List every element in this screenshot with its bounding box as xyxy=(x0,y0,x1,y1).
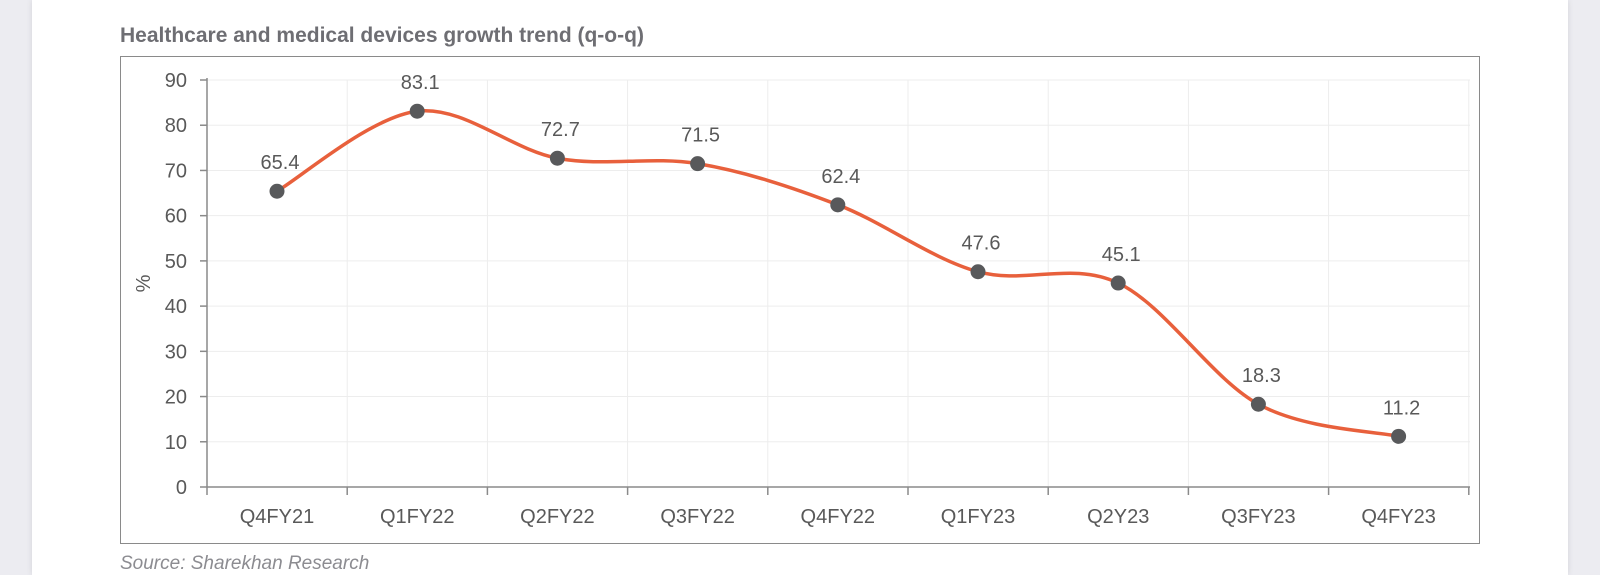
y-tick-label: 80 xyxy=(165,115,187,137)
data-label: 18.3 xyxy=(1242,365,1281,387)
data-label: 11.2 xyxy=(1383,397,1420,419)
data-label: 45.1 xyxy=(1102,244,1141,266)
y-tick-label: 90 xyxy=(165,70,187,92)
chart-title: Healthcare and medical devices growth tr… xyxy=(120,24,644,47)
x-tick-label: Q1FY23 xyxy=(941,506,1015,528)
y-tick-label: 50 xyxy=(165,251,187,273)
data-point xyxy=(1250,396,1266,412)
data-label: 62.4 xyxy=(821,166,860,188)
y-axis-title: % xyxy=(133,274,155,292)
x-tick-label: Q2Y23 xyxy=(1087,506,1149,528)
data-label: 72.7 xyxy=(541,119,580,141)
x-tick-label: Q4FY21 xyxy=(240,506,314,528)
x-tick-label: Q4FY22 xyxy=(801,506,875,528)
data-point xyxy=(1391,428,1407,444)
data-label: 71.5 xyxy=(681,125,720,147)
data-point xyxy=(690,156,706,172)
data-point xyxy=(269,183,285,199)
x-tick-label: Q3FY23 xyxy=(1221,506,1295,528)
data-label: 47.6 xyxy=(962,233,1001,255)
y-tick-label: 10 xyxy=(165,432,187,454)
data-point xyxy=(970,264,986,280)
data-point xyxy=(549,150,565,166)
y-tick-label: 70 xyxy=(165,160,187,182)
source-note: Source: Sharekhan Research xyxy=(120,553,370,574)
data-label: 83.1 xyxy=(401,72,440,94)
y-tick-label: 60 xyxy=(165,206,187,228)
data-point xyxy=(830,197,846,213)
data-point xyxy=(1110,275,1126,291)
y-tick-label: 20 xyxy=(165,387,187,409)
series-line xyxy=(275,109,1401,439)
y-tick-label: 40 xyxy=(165,296,187,318)
x-tick-label: Q1FY22 xyxy=(380,506,454,528)
y-tick-label: 30 xyxy=(165,341,187,363)
x-tick-label: Q4FY23 xyxy=(1361,506,1435,528)
x-tick-label: Q3FY22 xyxy=(660,506,734,528)
data-label: 65.4 xyxy=(261,152,300,174)
y-tick-label: 0 xyxy=(176,477,187,499)
page-card xyxy=(32,0,1568,575)
data-point xyxy=(409,103,425,119)
chart-frame xyxy=(120,56,1480,544)
x-tick-label: Q2FY22 xyxy=(520,506,594,528)
